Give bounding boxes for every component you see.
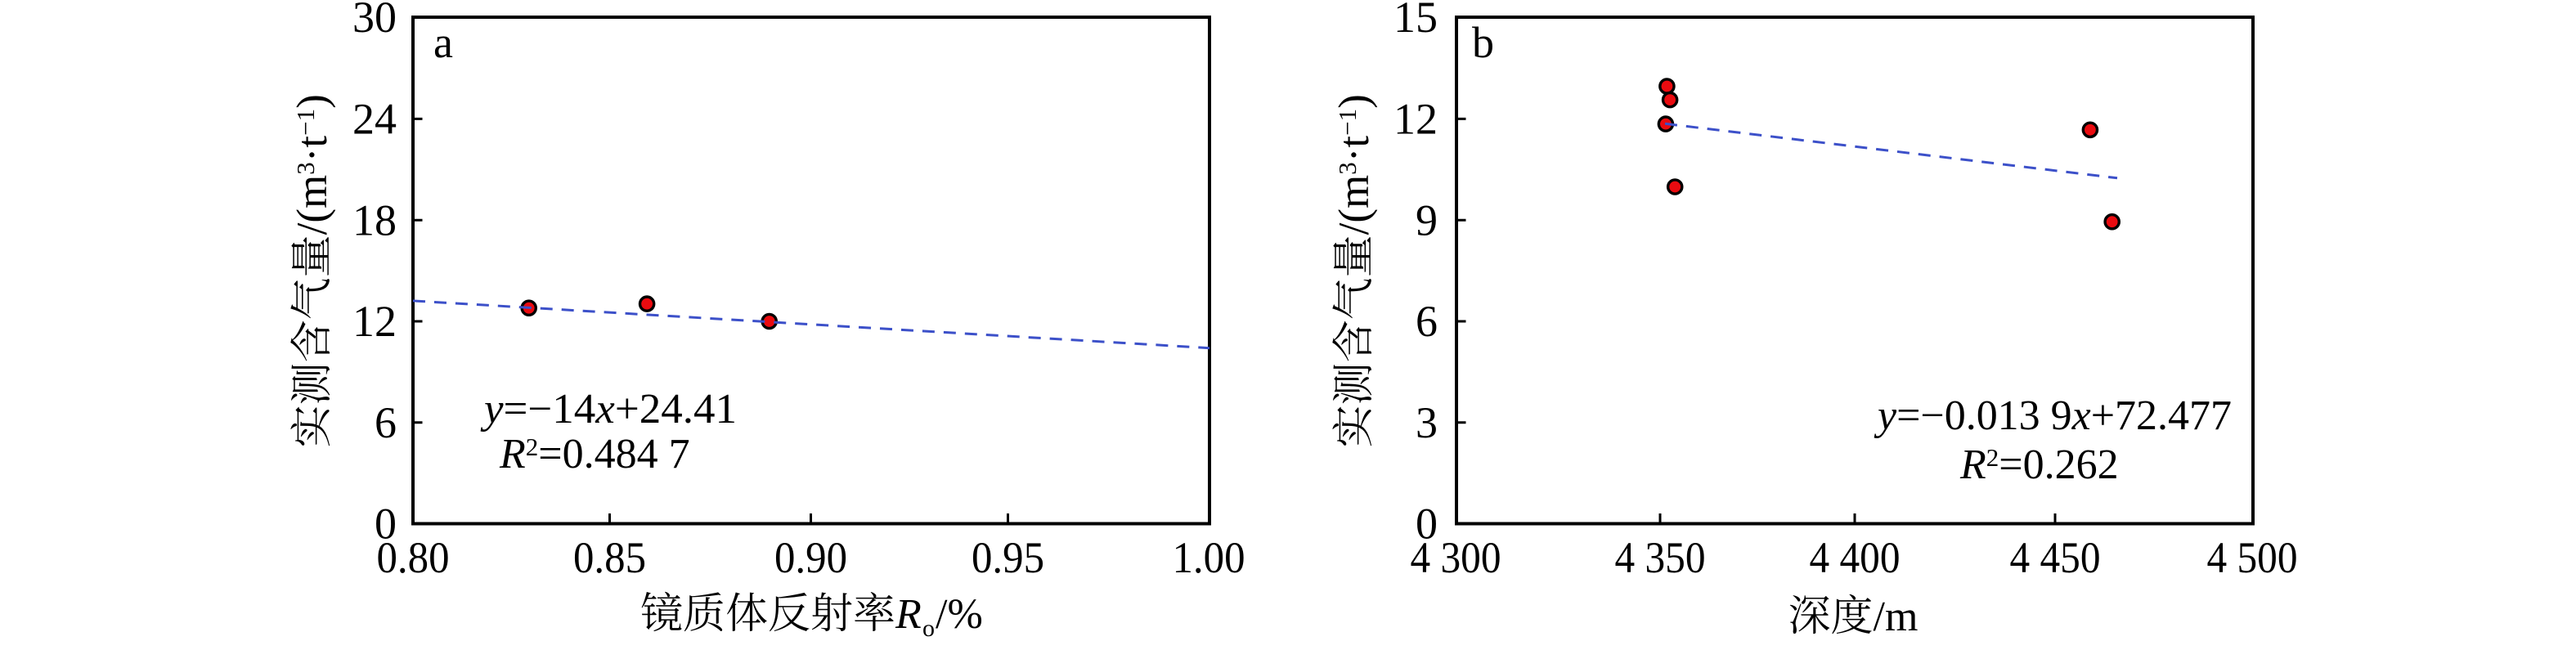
svg-text:0: 0	[375, 500, 397, 549]
svg-text:4 300: 4 300	[1411, 533, 1501, 582]
svg-text:y=−14x+24.41: y=−14x+24.41	[480, 386, 737, 433]
svg-text:6: 6	[1416, 297, 1438, 346]
svg-text:24: 24	[352, 95, 397, 144]
svg-text:30: 30	[352, 0, 397, 42]
svg-text:/%: /%	[936, 591, 983, 638]
svg-text:12: 12	[1393, 95, 1438, 144]
svg-text:4 350: 4 350	[1615, 533, 1706, 582]
svg-text:18: 18	[352, 195, 397, 244]
svg-text:15: 15	[1393, 0, 1438, 42]
svg-text:1.00: 1.00	[1173, 533, 1245, 582]
svg-text:0.95: 0.95	[972, 533, 1044, 582]
svg-text:o: o	[922, 615, 935, 642]
svg-text:0.85: 0.85	[573, 533, 646, 582]
svg-text:0.80: 0.80	[377, 533, 450, 582]
svg-text:/m: /m	[1874, 594, 1919, 640]
svg-text:R: R	[895, 591, 922, 638]
svg-text:4 400: 4 400	[1810, 533, 1901, 582]
svg-text:4 500: 4 500	[2207, 533, 2298, 582]
svg-text:0.90: 0.90	[774, 533, 847, 582]
svg-text:R2=0.262: R2=0.262	[1959, 442, 2119, 488]
svg-text:b: b	[1472, 18, 1494, 67]
svg-text:R2=0.484 7: R2=0.484 7	[499, 431, 690, 477]
svg-text:a: a	[433, 18, 453, 67]
svg-text:9: 9	[1416, 195, 1438, 244]
svg-text:y=−0.013 9x+72.477: y=−0.013 9x+72.477	[1874, 392, 2232, 439]
svg-text:4 450: 4 450	[2010, 533, 2101, 582]
svg-text:0: 0	[1416, 500, 1438, 549]
svg-text:3: 3	[1416, 398, 1438, 447]
svg-text:12: 12	[352, 297, 397, 346]
svg-text:6: 6	[375, 398, 397, 447]
